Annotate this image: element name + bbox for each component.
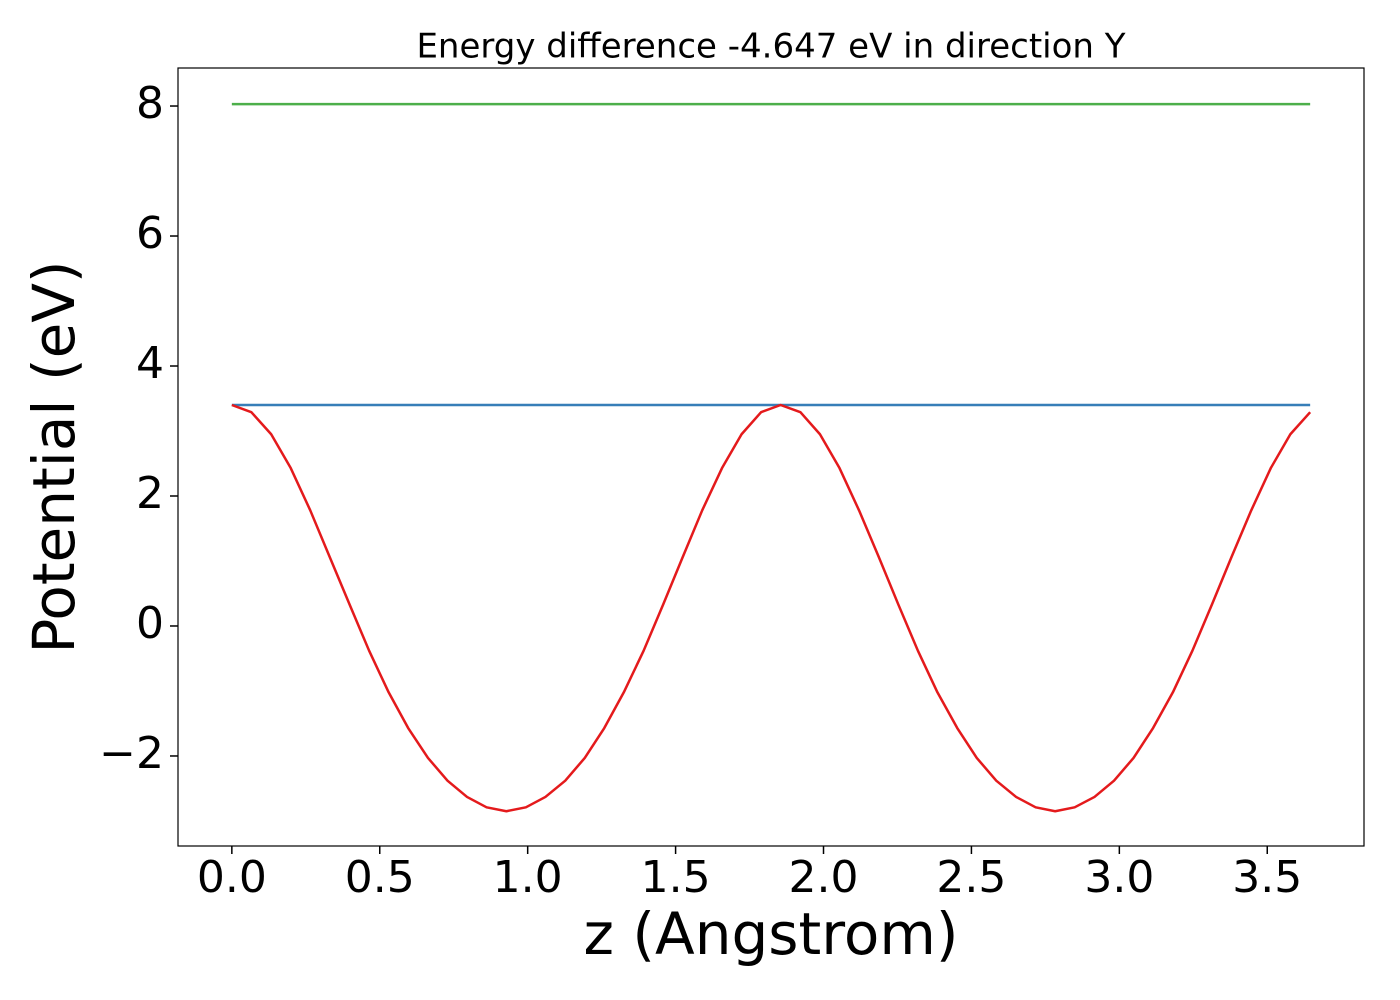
chart-title: Energy difference -4.647 eV in direction… <box>416 27 1125 67</box>
y-tick-label: 2 <box>136 468 164 519</box>
y-tick-label: 6 <box>136 208 164 259</box>
x-tick-label: 1.5 <box>641 852 711 903</box>
plot-frame <box>177 67 1365 847</box>
x-tick-label: 0.0 <box>197 852 267 903</box>
y-tick-label: 8 <box>136 78 164 129</box>
x-tick-label: 2.5 <box>936 852 1006 903</box>
x-tick-label: 3.5 <box>1232 852 1302 903</box>
x-tick-label: 0.5 <box>345 852 415 903</box>
x-tick-label: 2.0 <box>789 852 859 903</box>
y-axis-label: Potential (eV) <box>20 260 88 653</box>
y-tick-label: 0 <box>136 598 164 649</box>
y-tick-label: −2 <box>99 728 164 779</box>
x-tick-label: 1.0 <box>493 852 563 903</box>
x-tick-label: 3.0 <box>1084 852 1154 903</box>
data-line <box>231 403 1312 813</box>
x-axis-label: z (Angstrom) <box>584 900 959 968</box>
y-tick-label: 4 <box>136 338 164 389</box>
